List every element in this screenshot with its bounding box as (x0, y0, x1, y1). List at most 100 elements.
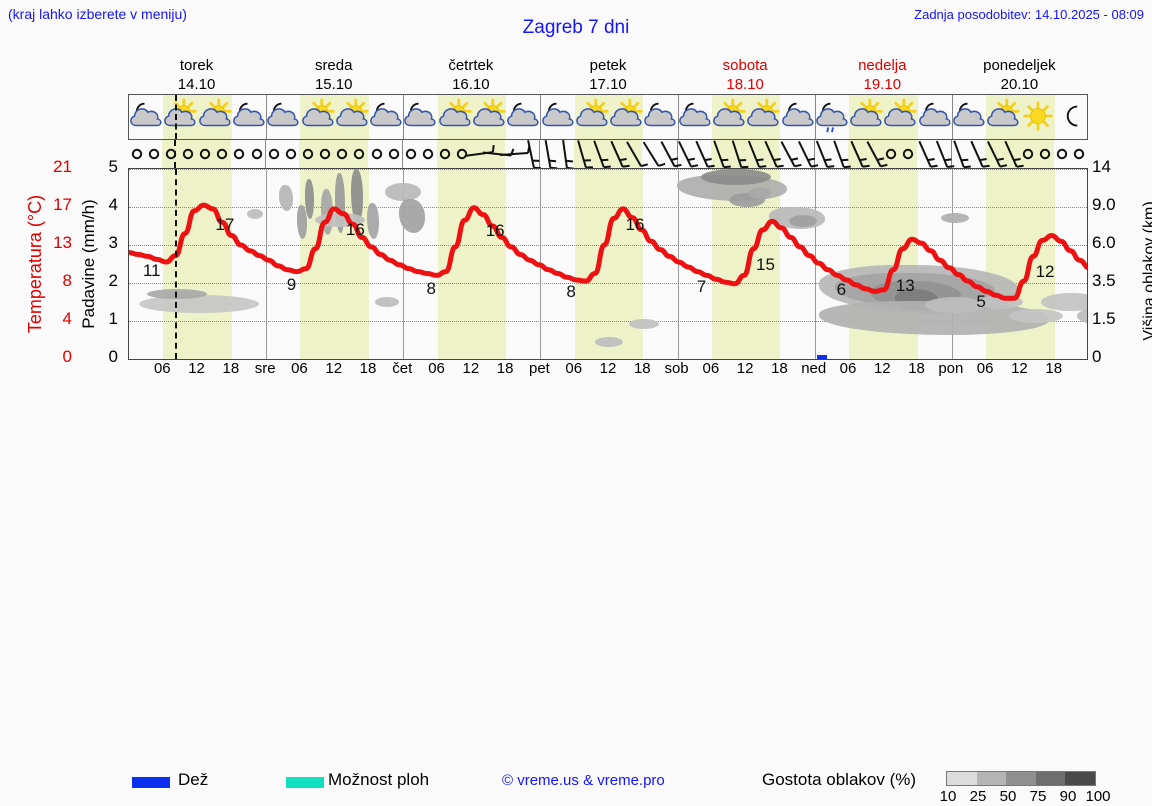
cloud-density-step-0 (947, 772, 977, 785)
hour-tick-label: 12 (463, 360, 480, 377)
hour-tick-label: 18 (771, 360, 788, 377)
showers-legend-swatch (286, 777, 324, 788)
hour-tick-label: sob (664, 360, 688, 377)
sun-cloud-icon (847, 98, 885, 136)
copyright-link[interactable]: © vreme.us & vreme.pro (502, 772, 665, 789)
hour-tick-label: 18 (497, 360, 514, 377)
cloud-density-tick-2: 50 (1000, 788, 1017, 805)
precipitation-tick-3: 2 (84, 271, 118, 291)
moon-cloud-icon (641, 98, 679, 136)
hour-tick-label: 12 (188, 360, 205, 377)
day-date: 17.10 (539, 75, 676, 94)
temperature-value-label: 13 (896, 276, 915, 296)
cloud-density-tick-0: 10 (940, 788, 957, 805)
cloud-density-tick-1: 25 (970, 788, 987, 805)
day-name: sobota (677, 56, 814, 75)
temperature-value-label: 17 (215, 215, 234, 235)
moon-cloud-icon (950, 98, 988, 136)
cloud-density-step-1 (977, 772, 1007, 785)
temperature-value-label: 16 (486, 221, 505, 241)
sun-cloud-icon (436, 98, 474, 136)
hour-tick-label: 06 (428, 360, 445, 377)
day-date: 14.10 (128, 75, 265, 94)
rain-bar (817, 355, 827, 359)
hour-tick-label: 12 (874, 360, 891, 377)
cloud-height-axis-title-label: Višina oblakov (km) (1141, 201, 1152, 340)
moon-cloud-icon (676, 98, 714, 136)
cloud-density-tick-4: 90 (1060, 788, 1077, 805)
temperature-value-label: 16 (346, 220, 365, 240)
temperature-value-label: 7 (697, 277, 706, 297)
day-name: sreda (265, 56, 402, 75)
moon-icon (1053, 98, 1091, 136)
temperature-value-label: 15 (756, 255, 775, 275)
hour-tick-label: 06 (154, 360, 171, 377)
cloud-density-step-4 (1065, 772, 1095, 785)
current-time-marker (174, 140, 176, 168)
sun-cloud-icon (299, 98, 337, 136)
hour-tick-label: 12 (325, 360, 342, 377)
sun-cloud-icon (710, 98, 748, 136)
hour-tick-label: 12 (600, 360, 617, 377)
moon-cloud-icon (779, 98, 817, 136)
day-name: četrtek (402, 56, 539, 75)
cloud-density-colorbar (946, 771, 1096, 786)
moon-cloud-icon (230, 98, 268, 136)
sun-cloud-icon (984, 98, 1022, 136)
moon-cloud-icon (264, 98, 302, 136)
day-date: 18.10 (677, 75, 814, 94)
cloud-height-tick-1: 9.0 (1092, 195, 1138, 215)
precipitation-tick-1: 4 (84, 195, 118, 215)
precipitation-tick-2: 3 (84, 233, 118, 253)
current-time-marker (175, 169, 177, 359)
hour-tick-label: pon (938, 360, 963, 377)
hour-tick-label: ned (801, 360, 826, 377)
sun-cloud-icon (196, 98, 234, 136)
cloud-height-tick-0: 14 (1092, 157, 1138, 177)
rain-legend-label: Dež (178, 770, 208, 790)
cloud-density-tick-5: 100 (1085, 788, 1110, 805)
temperature-value-label: 5 (976, 292, 985, 312)
sun-cloud-icon (573, 98, 611, 136)
hour-tick-label: 12 (1011, 360, 1028, 377)
moon-cloud-icon (539, 98, 577, 136)
moon-cloud-rain-icon (813, 98, 851, 136)
cloud-density-colorbar-ticks: 10 25 50 75 90 100 (938, 788, 1108, 806)
hour-tick-label: pet (529, 360, 550, 377)
temperature-value-label: 8 (566, 282, 575, 302)
temperature-curve (129, 169, 1088, 359)
hour-tick-label: 18 (223, 360, 240, 377)
temperature-value-label: 11 (143, 261, 161, 281)
cloud-density-tick-3: 75 (1030, 788, 1047, 805)
moon-cloud-icon (401, 98, 439, 136)
day-date: 20.10 (951, 75, 1088, 94)
hour-tick-label: 06 (977, 360, 994, 377)
sun-cloud-icon (470, 98, 508, 136)
sun-cloud-icon (333, 98, 371, 136)
cloud-height-tick-5: 0 (1092, 347, 1138, 367)
hour-tick-label: 06 (291, 360, 308, 377)
day-name: petek (539, 56, 676, 75)
cloud-density-step-2 (1006, 772, 1036, 785)
sun-icon (1019, 98, 1057, 136)
rain-legend-swatch (132, 777, 170, 788)
precipitation-tick-4: 1 (84, 309, 118, 329)
day-name: torek (128, 56, 265, 75)
showers-legend-label: Možnost ploh (328, 770, 429, 790)
wind-calm-icon (1064, 140, 1094, 168)
day-date: 16.10 (402, 75, 539, 94)
hour-tick-label: čet (392, 360, 412, 377)
moon-cloud-icon (367, 98, 405, 136)
last-update-stamp: Zadnja posodobitev: 14.10.2025 - 08:09 (914, 7, 1144, 22)
sun-cloud-icon (607, 98, 645, 136)
